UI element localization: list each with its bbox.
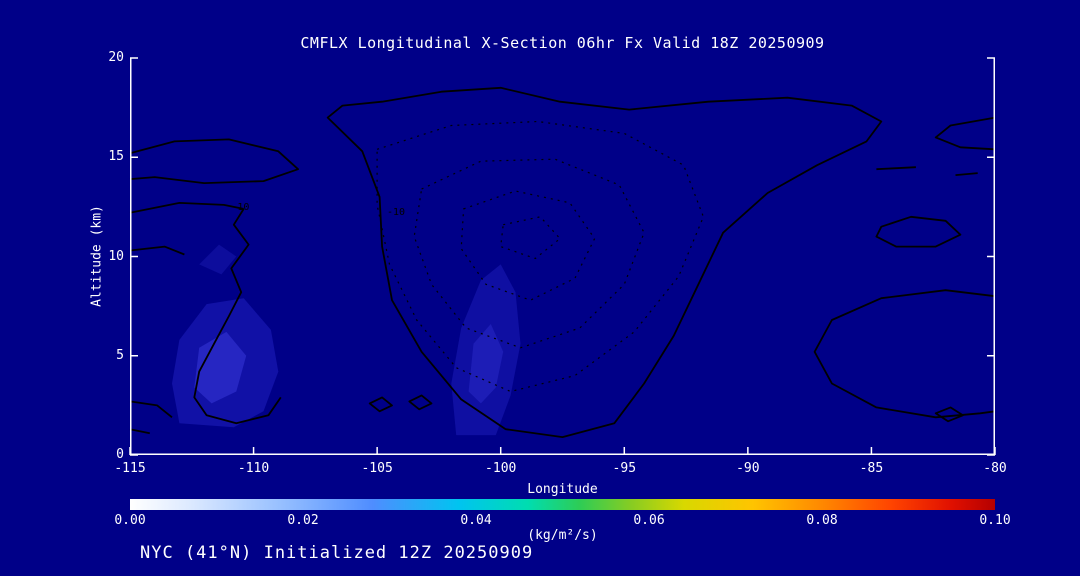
x-tick-label: -90 — [736, 461, 760, 476]
y-tick-label: 20 — [108, 50, 124, 65]
x-tick-label: -95 — [612, 461, 637, 476]
colorbar-unit-label: (kg/m²/s) — [527, 528, 598, 543]
plot-area: -10 -10 — [129, 57, 996, 456]
colorbar-tick-labels: 0.00 0.02 0.04 0.06 0.08 0.10 — [0, 513, 1080, 529]
x-tick-label: -80 — [983, 461, 1007, 476]
y-tick-label: 0 — [116, 447, 124, 462]
colorbar-tick-label: 0.10 — [979, 513, 1011, 528]
colorbar-tick-label: 0.06 — [633, 513, 665, 528]
colorbar — [130, 499, 995, 510]
x-tick-label: -100 — [485, 461, 517, 476]
chart-title: CMFLX Longitudinal X-Section 06hr Fx Val… — [300, 34, 825, 52]
x-axis-label: Longitude — [527, 482, 598, 497]
init-label: NYC (41°N) Initialized 12Z 20250909 — [140, 543, 534, 563]
x-tick-label: -110 — [237, 461, 270, 476]
x-tick-label: -85 — [859, 461, 884, 476]
y-tick-label: 5 — [116, 347, 124, 363]
y-tick-labels: 0 5 10 15 20 — [88, 0, 124, 576]
contour-plot-canvas: -10 -10 — [129, 57, 996, 456]
svg-text:-10: -10 — [231, 202, 249, 213]
y-tick-label: 10 — [108, 248, 124, 264]
svg-text:-10: -10 — [387, 207, 405, 218]
colorbar-gradient — [130, 499, 995, 510]
colorbar-tick-label: 0.00 — [114, 513, 146, 528]
x-tick-label: -115 — [114, 461, 146, 476]
x-tick-label: -105 — [361, 461, 393, 476]
x-tick-labels: -115 -110 -105 -100 -95 -90 -85 -80 — [0, 461, 1080, 477]
colorbar-tick-label: 0.08 — [806, 513, 838, 528]
y-tick-label: 15 — [108, 149, 124, 165]
colorbar-tick-label: 0.04 — [460, 513, 492, 528]
colorbar-tick-label: 0.02 — [287, 513, 319, 528]
